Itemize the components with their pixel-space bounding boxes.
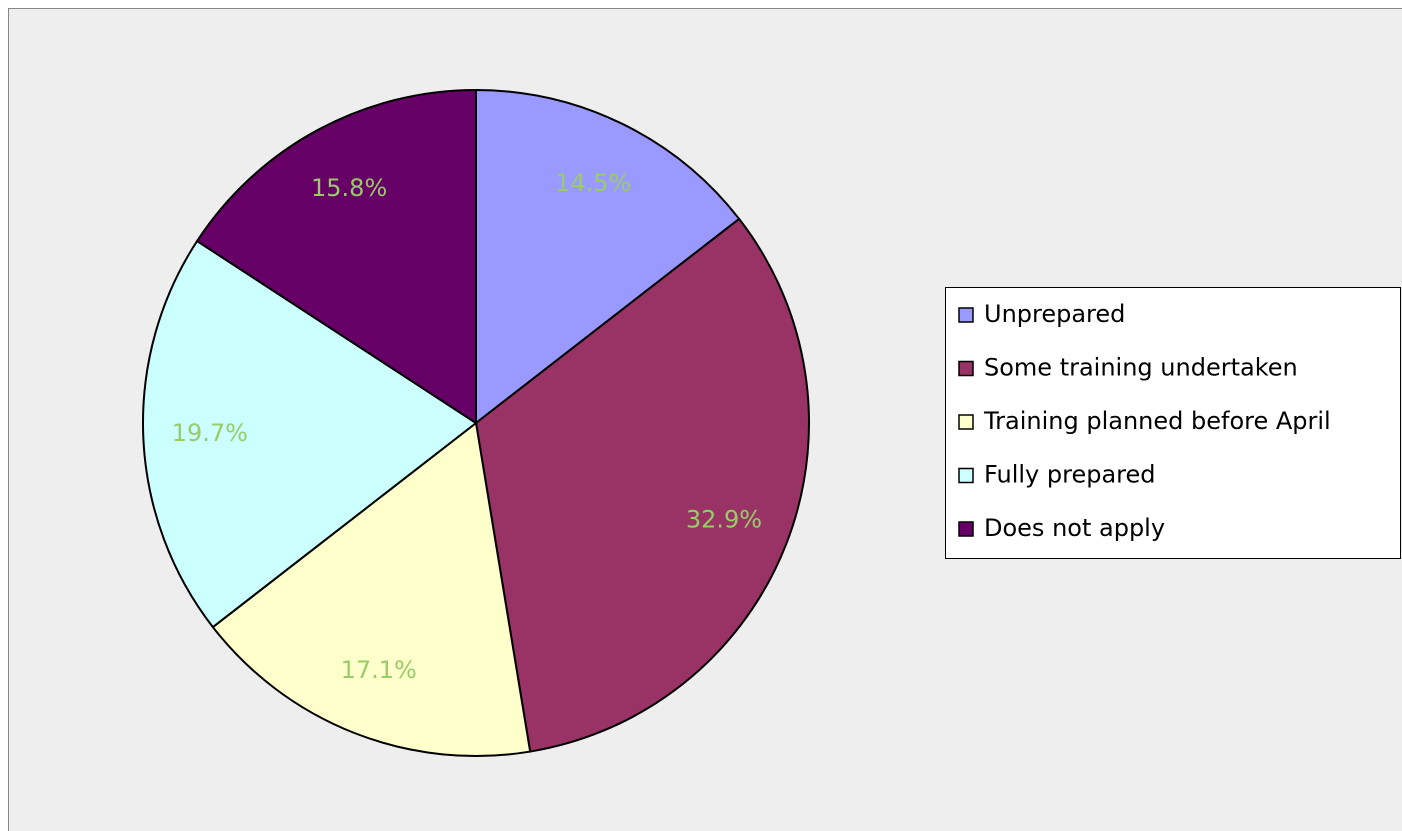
legend-swatch [958, 467, 974, 484]
data-label: 17.1% [341, 656, 417, 684]
legend-label: Does not apply [984, 514, 1165, 542]
data-label: 15.8% [311, 174, 387, 202]
data-label: 19.7% [172, 419, 248, 447]
pie-slice [475, 88, 741, 426]
pie-slice [142, 239, 478, 629]
legend-swatch [958, 414, 974, 430]
data-label: 32.9% [686, 505, 762, 533]
legend-swatch [958, 360, 974, 377]
legend-label: Some training undertaken [984, 354, 1298, 382]
legend-swatch [958, 521, 974, 537]
legend-label: Fully prepared [984, 461, 1156, 489]
data-label: 14.5% [555, 169, 631, 197]
legend-swatch [958, 307, 974, 323]
legend-label: Training planned before April [983, 407, 1331, 435]
legend-label: Unprepared [984, 300, 1125, 328]
legend [945, 287, 1401, 559]
pie-slice [211, 421, 532, 757]
pie-slice [474, 217, 810, 753]
pie-slice [195, 88, 477, 425]
